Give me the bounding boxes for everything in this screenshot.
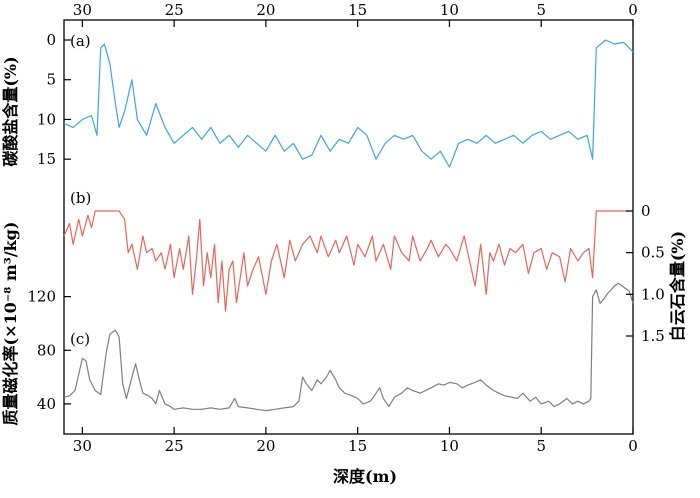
y-tick-label-c: 120: [27, 288, 56, 306]
x-tick-label-top: 0: [628, 1, 638, 19]
x-tick-label-bottom: 20: [256, 437, 275, 455]
panel-label-c: (c): [70, 330, 90, 348]
x-tick-label-bottom: 0: [628, 437, 638, 455]
y-tick-label-b: 0.5: [641, 244, 665, 262]
y-tick-label-b: 1.0: [641, 285, 665, 303]
y-axis-label-b: 白云石含量(%): [668, 231, 687, 341]
y-tick-label-b: 0: [641, 202, 651, 220]
x-tick-label-bottom: 5: [536, 437, 546, 455]
panel-label-a: (a): [70, 32, 91, 50]
series-line-c: [63, 282, 634, 412]
x-tick-label-bottom: 15: [348, 437, 367, 455]
y-tick-label-a: 5: [46, 71, 56, 89]
series-line-a: [63, 39, 634, 168]
x-axis-ticks: 30 30 25 25 20 20 15 15 10 10 5 5 0 0: [73, 1, 638, 455]
y-axis-label-a: 碳酸盐含量(%): [1, 56, 20, 166]
series-line-b: [63, 210, 633, 312]
plot-frame: [63, 19, 634, 435]
y-tick-label-c: 40: [37, 395, 56, 413]
y-axis-label-c: 质量磁化率(×10⁻⁸ m³/kg): [1, 222, 20, 426]
x-tick-label-bottom: 30: [73, 437, 92, 455]
y-tick-label-a: 15: [37, 150, 56, 168]
y-axis-ticks: 0 5 10 15 0 0.5 1.0 1.5 40 80 120: [27, 31, 665, 413]
y-tick-label-a: 10: [37, 110, 56, 128]
x-tick-label-bottom: 10: [440, 437, 459, 455]
x-tick-label-top: 20: [256, 1, 275, 19]
x-tick-label-top: 5: [536, 1, 546, 19]
y-tick-label-c: 80: [37, 341, 56, 359]
panel-label-b: (b): [70, 189, 91, 207]
x-tick-label-top: 25: [165, 1, 184, 19]
x-tick-label-top: 30: [73, 1, 92, 19]
x-tick-label-bottom: 25: [165, 437, 184, 455]
x-axis-label: 深度(m): [333, 467, 397, 486]
panel-labels: 碳酸盐含量(%) (a) 白云石含量(%) (b) 质量磁化率(×10⁻⁸ m³/kg)…: [1, 32, 687, 425]
series-layer: [63, 39, 634, 412]
y-tick-label-b: 1.5: [641, 327, 665, 345]
x-tick-label-top: 10: [440, 1, 459, 19]
x-tick-label-top: 15: [348, 1, 367, 19]
y-tick-label-a: 0: [46, 31, 56, 49]
plot-border: [63, 19, 634, 435]
